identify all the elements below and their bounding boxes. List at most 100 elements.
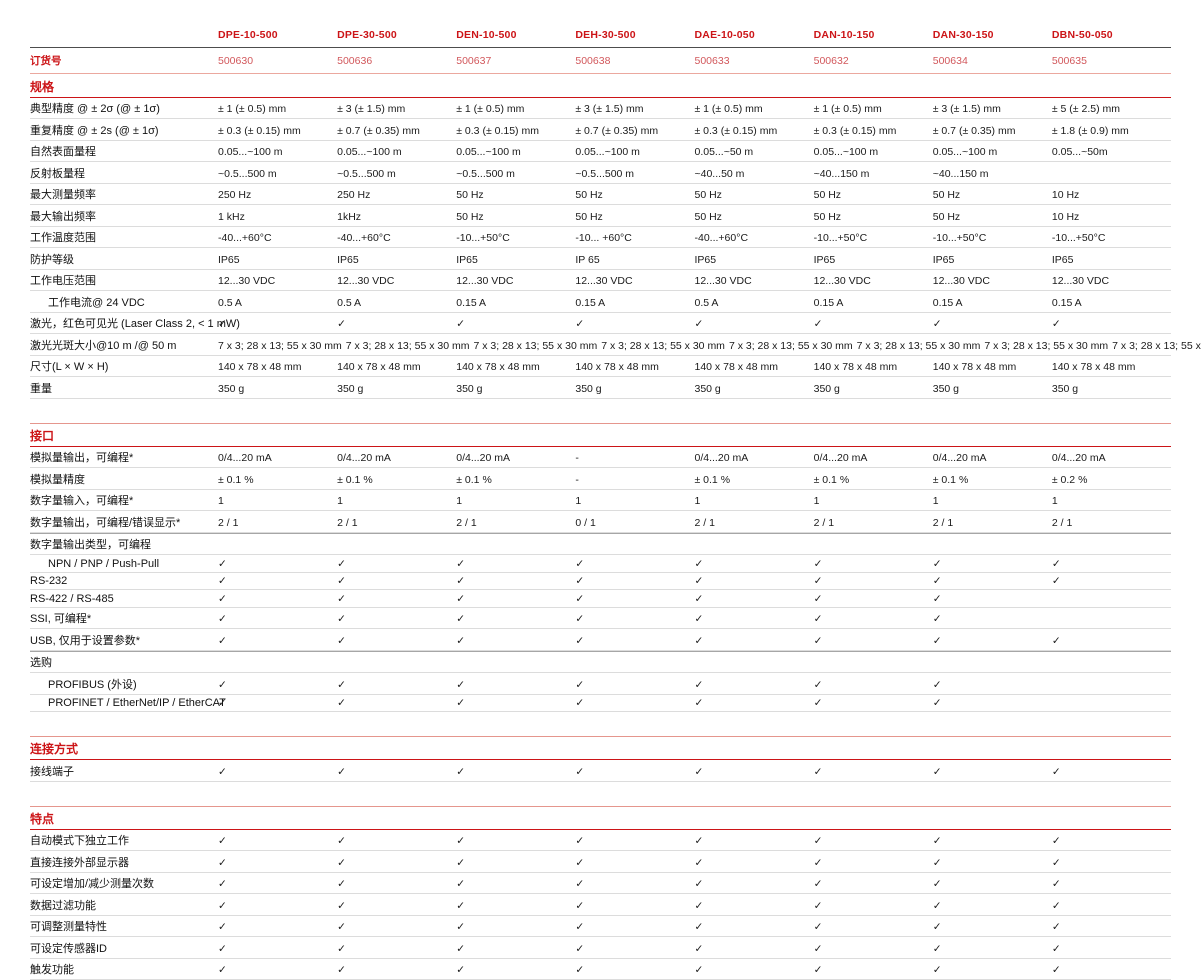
check-icon: ✓ — [456, 854, 575, 871]
cell-value: ± 0.2 % — [1052, 471, 1171, 488]
cell-value: 1 — [456, 493, 575, 510]
spec-row: NPN / PNP / Push-Pull✓✓✓✓✓✓✓✓ — [30, 555, 1171, 573]
section-specifications: 规格典型精度 @ ± 2σ (@ ± 1σ)± 1 (± 0.5) mm± 3 … — [30, 75, 1171, 399]
row-label: 数字量输出类型，可编程 — [30, 534, 218, 555]
row-label: SSI, 可编程* — [30, 608, 218, 629]
cell-value: 1 — [218, 493, 337, 510]
cell-value: -40...+60°C — [218, 230, 337, 247]
cell-value: ± 0.1 % — [933, 471, 1052, 488]
spec-row: RS-422 / RS-485✓✓✓✓✓✓✓ — [30, 590, 1171, 608]
check-icon: ✓ — [456, 590, 575, 607]
check-icon: ✓ — [456, 940, 575, 957]
cell-value: ~0.5...500 m — [337, 165, 456, 182]
check-icon: ✓ — [456, 763, 575, 780]
check-icon: ✓ — [575, 876, 694, 893]
cell-value: 0.5 A — [218, 294, 337, 311]
row-label: 可设定传感器ID — [30, 937, 218, 958]
check-icon: ✓ — [218, 611, 337, 628]
cell-value: ± 3 (± 1.5) mm — [575, 101, 694, 118]
row-label: USB, 仅用于设置参数* — [30, 629, 218, 650]
section-features: 特点自动模式下独立工作✓✓✓✓✓✓✓✓直接连接外部显示器✓✓✓✓✓✓✓✓可设定增… — [30, 806, 1171, 980]
cell-value: ± 5 (± 2.5) mm — [1052, 101, 1171, 118]
check-icon: ✓ — [218, 590, 337, 607]
cell-value: 350 g — [933, 380, 1052, 397]
cell-empty — [218, 544, 337, 549]
cell-value: IP65 — [814, 251, 933, 268]
cell-value: ± 1 (± 0.5) mm — [814, 101, 933, 118]
check-icon: ✓ — [933, 695, 1052, 712]
cell-value: 2 / 1 — [337, 514, 456, 531]
cell-value: 140 x 78 x 48 mm — [933, 359, 1052, 376]
cell-value: 50 Hz — [695, 187, 814, 204]
check-icon: ✓ — [814, 573, 933, 590]
check-icon: ✓ — [695, 919, 814, 936]
check-icon: ✓ — [933, 676, 1052, 693]
cell-value: ± 0.7 (± 0.35) mm — [337, 122, 456, 139]
cell-value: 0/4...20 mA — [933, 450, 1052, 467]
row-label: PROFIBUS (外设) — [30, 673, 218, 694]
order-number: 500633 — [695, 52, 814, 69]
row-label: 可设定增加/减少测量次数 — [30, 873, 218, 894]
row-label: 工作电流@ 24 VDC — [30, 291, 218, 312]
cell-value: 140 x 78 x 48 mm — [218, 359, 337, 376]
row-label: NPN / PNP / Push-Pull — [30, 555, 218, 572]
cell-value: 0/4...20 mA — [1052, 450, 1171, 467]
check-icon: ✓ — [218, 763, 337, 780]
cell-value: 10 Hz — [1052, 187, 1171, 204]
spec-row: 工作温度范围-40...+60°C-40...+60°C-10...+50°C-… — [30, 227, 1171, 249]
check-icon: ✓ — [575, 833, 694, 850]
sub-section-row: 数字量输出类型，可编程 — [30, 533, 1171, 556]
cell-value: ± 3 (± 1.5) mm — [337, 101, 456, 118]
cell-value: ± 0.7 (± 0.35) mm — [575, 122, 694, 139]
cell-value: 0/4...20 mA — [695, 450, 814, 467]
cell-value: ± 0.1 % — [218, 471, 337, 488]
check-icon: ✓ — [456, 676, 575, 693]
cell-empty — [695, 662, 814, 667]
cell-value: 350 g — [1052, 380, 1171, 397]
cell-value: 0.5 A — [337, 294, 456, 311]
check-icon: ✓ — [695, 876, 814, 893]
check-icon: ✓ — [933, 555, 1052, 572]
cell-value: 0.05...~100 m — [218, 144, 337, 161]
cell-value: -40...+60°C — [695, 230, 814, 247]
cell-value: 50 Hz — [575, 187, 694, 204]
cell-value: 7 x 3; 28 x 13; 55 x 30 mm — [473, 337, 601, 354]
cell-value: 0/4...20 mA — [218, 450, 337, 467]
row-label: 接线端子 — [30, 760, 218, 781]
spec-row: 直接连接外部显示器✓✓✓✓✓✓✓✓ — [30, 851, 1171, 873]
cell-value: ~0.5...500 m — [456, 165, 575, 182]
row-label: 自然表面量程 — [30, 141, 218, 162]
cell-empty — [1052, 683, 1171, 688]
cell-value: ± 3 (± 1.5) mm — [933, 101, 1052, 118]
check-icon: ✓ — [814, 555, 933, 572]
cell-value: 1 — [814, 493, 933, 510]
check-icon: ✓ — [337, 695, 456, 712]
check-icon: ✓ — [814, 695, 933, 712]
spec-row: 可调整测量特性✓✓✓✓✓✓✓✓ — [30, 916, 1171, 938]
check-icon: ✓ — [575, 897, 694, 914]
cell-value: 12...30 VDC — [337, 273, 456, 290]
cell-value: 1 — [695, 493, 814, 510]
spec-row: 可设定增加/减少测量次数✓✓✓✓✓✓✓✓ — [30, 873, 1171, 895]
cell-value: 140 x 78 x 48 mm — [695, 359, 814, 376]
cell-value: 50 Hz — [456, 208, 575, 225]
model-column-header: DAN-30-150 — [933, 26, 1052, 43]
cell-value: 7 x 3; 28 x 13; 55 x 30 mm — [1112, 337, 1201, 354]
cell-value: 7 x 3; 28 x 13; 55 x 30 mm — [857, 337, 985, 354]
check-icon: ✓ — [695, 897, 814, 914]
cell-value: 1 — [1052, 493, 1171, 510]
row-label: 模拟量精度 — [30, 468, 218, 489]
check-icon: ✓ — [1052, 897, 1171, 914]
check-icon: ✓ — [456, 316, 575, 333]
check-icon: ✓ — [456, 695, 575, 712]
cell-empty — [933, 662, 1052, 667]
cell-value: 1 kHz — [218, 208, 337, 225]
cell-value: 0.05...~100 m — [933, 144, 1052, 161]
